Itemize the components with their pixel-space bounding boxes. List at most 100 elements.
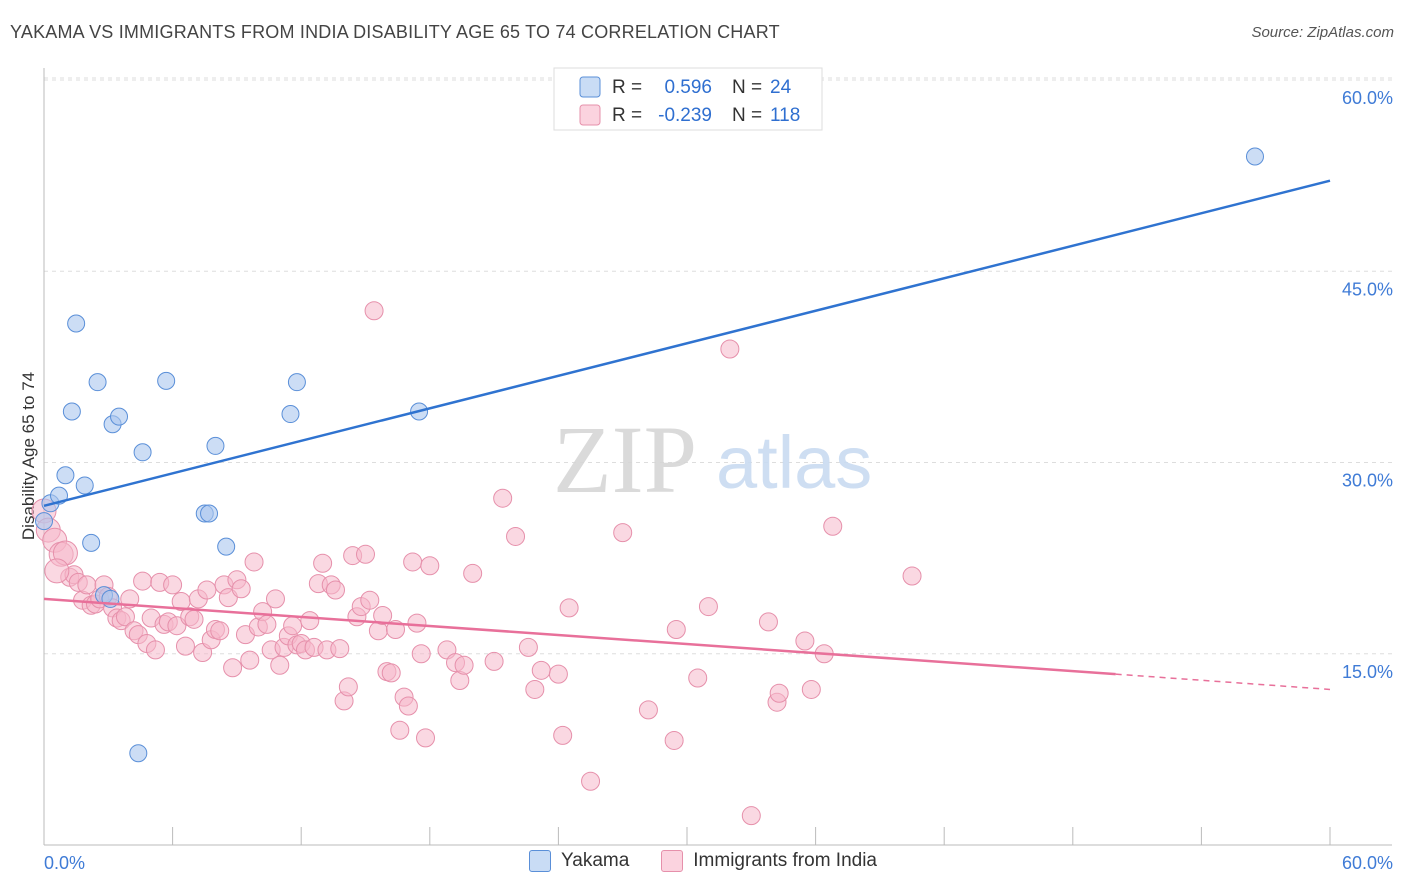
legend-label-yakama: Yakama <box>560 850 630 871</box>
stats-r-value-1: -0.239 <box>658 105 712 126</box>
point-india-47 <box>240 650 260 670</box>
point-yakama-20 <box>287 373 306 392</box>
point-india-119 <box>823 516 843 536</box>
point-india-89 <box>420 556 440 576</box>
watermark: ZIP atlas <box>553 406 872 513</box>
point-india-70 <box>338 677 358 697</box>
legend-swatch-india <box>661 850 684 872</box>
point-india-105 <box>613 523 633 543</box>
point-india-78 <box>373 606 393 625</box>
point-india-104 <box>581 771 601 791</box>
y-tick-label-1: 30.0% <box>1342 471 1393 491</box>
y-axis-title: Disability Age 65 to 74 <box>19 372 38 540</box>
point-india-113 <box>758 612 778 632</box>
stats-swatch-1 <box>579 104 601 126</box>
point-india-117 <box>801 679 821 699</box>
point-yakama-17 <box>206 436 225 455</box>
point-india-84 <box>398 696 418 716</box>
point-yakama-3 <box>56 466 75 485</box>
point-india-101 <box>548 664 568 684</box>
trend-line-india-extension <box>1115 673 1331 691</box>
point-india-121 <box>44 558 70 584</box>
point-yakama-8 <box>88 373 107 392</box>
point-india-76 <box>364 301 384 321</box>
point-india-43 <box>223 658 243 678</box>
point-yakama-22 <box>1245 147 1264 166</box>
point-yakama-6 <box>75 476 94 495</box>
point-india-53 <box>265 589 285 609</box>
point-india-74 <box>356 544 375 564</box>
legend-item-yakama: Yakama <box>528 850 630 872</box>
stats-r-value-0: 0.596 <box>664 77 712 98</box>
point-india-64 <box>313 553 333 573</box>
point-yakama-14 <box>157 371 176 390</box>
stats-swatch-0 <box>579 76 601 98</box>
point-yakama-13 <box>133 443 152 462</box>
stats-r-label-0: R = <box>612 77 642 98</box>
bottom-legend: Yakama Immigrants from India <box>0 850 1406 872</box>
point-india-48 <box>244 552 264 572</box>
point-yakama-0 <box>35 512 53 531</box>
watermark-zip: ZIP <box>553 406 697 513</box>
point-india-103 <box>559 598 579 618</box>
point-india-82 <box>390 720 410 740</box>
point-yakama-19 <box>281 405 300 424</box>
y-tick-label-0: 15.0% <box>1342 662 1393 682</box>
point-india-93 <box>454 655 474 675</box>
point-india-96 <box>493 488 513 508</box>
point-india-106 <box>638 700 658 720</box>
point-india-25 <box>145 640 165 660</box>
stats-n-value-0: 24 <box>770 77 792 98</box>
stats-n-value-1: 118 <box>770 105 800 126</box>
point-india-80 <box>381 663 401 683</box>
legend-swatch-yakama <box>528 850 551 872</box>
point-india-34 <box>184 609 204 629</box>
point-india-67 <box>325 580 345 600</box>
x-tick-label-1: 60.0% <box>1342 853 1393 873</box>
point-yakama-7 <box>82 533 101 552</box>
point-india-112 <box>741 806 761 826</box>
legend-label-india: Immigrants from India <box>693 850 878 871</box>
point-india-107 <box>664 730 684 750</box>
point-yakama-5 <box>67 314 86 333</box>
series-india-points <box>31 301 922 826</box>
point-india-57 <box>283 616 303 636</box>
stats-n-label-0: N = <box>732 77 762 98</box>
point-india-109 <box>688 668 708 688</box>
point-india-115 <box>769 683 789 703</box>
chart-source: Source: ZipAtlas.com <box>1251 24 1394 41</box>
point-india-98 <box>518 637 538 657</box>
point-yakama-16 <box>200 504 219 523</box>
trend-line-yakama <box>43 179 1331 508</box>
point-india-120 <box>902 566 922 586</box>
y-tick-label-2: 45.0% <box>1342 279 1393 299</box>
y-tick-label-3: 60.0% <box>1342 88 1393 108</box>
watermark-atlas: atlas <box>716 421 872 504</box>
point-india-32 <box>175 636 195 656</box>
point-india-45 <box>231 579 251 599</box>
axes <box>43 68 1392 846</box>
point-india-97 <box>506 526 526 546</box>
point-india-86 <box>407 613 427 633</box>
point-india-9 <box>77 575 97 595</box>
point-india-75 <box>360 590 380 610</box>
point-india-40 <box>210 621 230 641</box>
legend-item-india: Immigrants from India <box>661 850 877 872</box>
point-yakama-18 <box>217 537 236 556</box>
point-india-102 <box>553 725 573 745</box>
point-india-88 <box>416 728 436 748</box>
stats-r-label-1: R = <box>612 105 642 126</box>
trend-line-india <box>43 597 1116 676</box>
trend-lines <box>43 179 1331 691</box>
point-india-100 <box>531 660 551 680</box>
stats-n-label-1: N = <box>732 105 762 126</box>
point-yakama-12 <box>110 407 129 426</box>
point-india-116 <box>795 631 815 651</box>
point-india-108 <box>666 620 686 640</box>
point-india-111 <box>720 339 740 359</box>
point-india-110 <box>698 597 718 617</box>
x-tick-label-0: 0.0% <box>44 853 85 873</box>
point-india-29 <box>163 575 183 595</box>
point-india-87 <box>411 644 431 664</box>
